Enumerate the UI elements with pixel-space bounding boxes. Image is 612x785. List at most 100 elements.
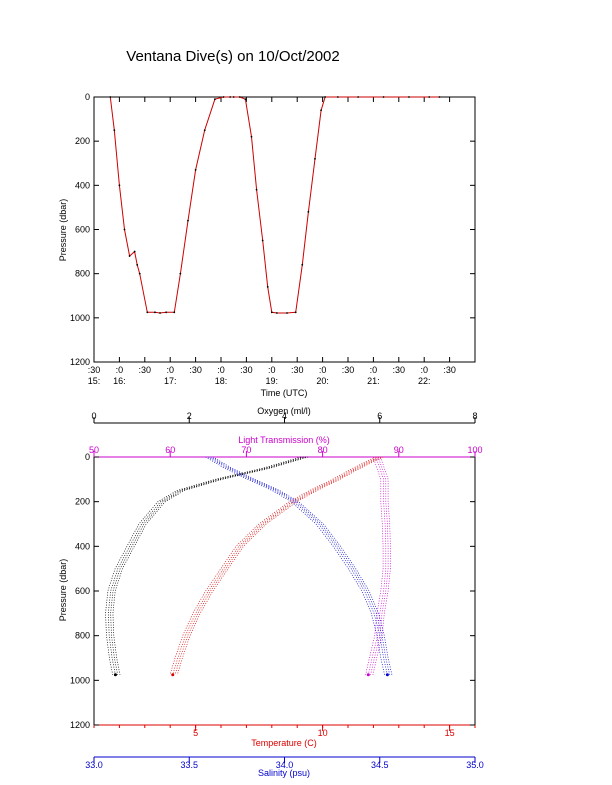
dive-point xyxy=(428,96,431,98)
dive-point xyxy=(194,168,197,171)
dive-point xyxy=(229,96,232,98)
dive-x-tick-minute: :0 xyxy=(319,365,327,375)
dive-x-tick-hour: 18: xyxy=(215,376,228,386)
dive-point xyxy=(214,98,216,101)
salinity-profile-cast xyxy=(210,456,391,675)
oxygen-bottom-point xyxy=(113,673,117,677)
dive-point xyxy=(307,210,310,213)
dive-point xyxy=(250,135,253,138)
dive-point xyxy=(138,272,141,275)
salinity-profile-cast xyxy=(208,456,388,675)
oxygen-profile-cast xyxy=(107,456,304,675)
dive-point xyxy=(294,311,297,314)
dive-x-axis-label: Time (UTC) xyxy=(261,388,308,398)
oxygen-tick-label: 2 xyxy=(187,411,192,421)
dive-point xyxy=(238,96,241,98)
dive-x-tick-minute: :30 xyxy=(88,365,101,375)
temperature-bottom-point xyxy=(171,673,175,677)
dive-point xyxy=(109,96,112,98)
dive-point xyxy=(286,312,288,314)
dive-point xyxy=(154,311,156,314)
dive-point xyxy=(324,96,327,98)
profile-y-axis-label: Pressure (dbar) xyxy=(58,559,68,622)
dive-y-axis: 0 200 400 600 800 1000 1200 xyxy=(70,92,475,367)
dive-point xyxy=(173,311,176,314)
dive-point xyxy=(382,96,385,98)
oxygen-profile-cast xyxy=(112,456,309,675)
dive-point xyxy=(270,311,273,314)
salinity-profile-cast xyxy=(212,456,393,675)
dive-x-tick-minute: :0 xyxy=(370,365,378,375)
dive-y-tick-label: 400 xyxy=(75,180,90,190)
dive-point xyxy=(255,188,258,191)
dive-point xyxy=(357,96,360,98)
dive-x-tick-minute: :30 xyxy=(393,365,406,375)
dive-track-line xyxy=(109,96,440,314)
dive-x-tick-minute: :30 xyxy=(139,365,152,375)
salinity-tick-label: 35.0 xyxy=(466,760,484,770)
profile-y-tick-label: 0 xyxy=(85,452,90,462)
dive-point xyxy=(128,255,131,257)
salinity-axis: 33.0 33.5 34.0 34.5 35.0 xyxy=(85,757,484,770)
temperature-tick-label: 10 xyxy=(318,728,328,738)
dive-x-tick-minute: :30 xyxy=(189,365,202,375)
dive-point xyxy=(203,129,206,132)
dive-y-tick-label: 800 xyxy=(75,269,90,279)
dive-point xyxy=(408,96,410,98)
oxygen-profile-cast xyxy=(105,456,301,675)
salinity-tick-label: 34.0 xyxy=(276,760,294,770)
oxygen-profile-cast xyxy=(110,456,306,675)
dive-point xyxy=(159,312,161,314)
dive-x-tick-minute: :30 xyxy=(291,365,304,375)
dive-point xyxy=(314,157,316,160)
dive-point xyxy=(438,96,441,98)
light-transmission-bottom-point xyxy=(366,673,370,677)
dive-point xyxy=(275,312,278,314)
dive-point xyxy=(301,263,304,266)
dive-x-axis: :3015::016::30:017::30:018::30:019::30:0… xyxy=(88,97,456,386)
dive-x-tick-minute: :0 xyxy=(268,365,276,375)
oxygen-axis-label: Oxygen (ml/l) xyxy=(257,406,311,416)
dive-track-points xyxy=(109,96,441,314)
dive-point xyxy=(123,228,126,231)
salinity-profile-cast xyxy=(205,456,385,675)
dive-x-tick-minute: :30 xyxy=(342,365,355,375)
dive-x-tick-minute: :0 xyxy=(116,365,124,375)
light-transmission-tick-label: 100 xyxy=(467,445,482,455)
light-transmission-tick-label: 90 xyxy=(394,445,404,455)
light-transmission-axis: 50 60 70 80 90 100 xyxy=(89,445,483,457)
dive-point xyxy=(113,129,116,132)
dive-x-tick-minute: :0 xyxy=(217,365,225,375)
temperature-tick-label: 5 xyxy=(193,728,198,738)
light-transmission-tick-label: 50 xyxy=(89,445,99,455)
page-title: Ventana Dive(s) on 10/Oct/2002 xyxy=(126,48,340,65)
dive-point xyxy=(165,311,168,314)
profile-y-tick-label: 400 xyxy=(75,541,90,551)
salinity-bottom-point xyxy=(385,673,389,677)
dive-y-tick-label: 600 xyxy=(75,225,90,235)
salinity-axis-label: Salinity (psu) xyxy=(258,768,310,778)
light-transmission-tick-label: 60 xyxy=(165,445,175,455)
dive-x-tick-hour: 17: xyxy=(164,376,177,386)
oxygen-axis: 0 2 4 6 8 xyxy=(91,411,478,423)
profile-y-tick-label: 1000 xyxy=(70,675,90,685)
dive-point xyxy=(136,263,139,266)
temperature-axis: 5 10 15 xyxy=(93,725,476,738)
salinity-tick-label: 34.5 xyxy=(371,760,389,770)
dive-point xyxy=(244,98,247,101)
dive-y-tick-label: 0 xyxy=(85,92,90,102)
dive-y-tick-label: 1200 xyxy=(70,357,90,367)
temperature-profile-cast xyxy=(176,456,384,675)
dive-point xyxy=(266,286,269,288)
dive-x-tick-minute: :30 xyxy=(443,365,456,375)
dive-point xyxy=(336,96,339,98)
salinity-tick-label: 33.0 xyxy=(85,760,103,770)
dive-x-tick-minute: :0 xyxy=(166,365,174,375)
dive-point xyxy=(320,109,322,112)
light-transmission-profile-cast xyxy=(365,456,384,675)
profile-plot-frame xyxy=(93,456,476,726)
dive-point xyxy=(133,250,136,253)
temperature-tick-label: 15 xyxy=(445,728,455,738)
dive-point xyxy=(222,96,225,98)
